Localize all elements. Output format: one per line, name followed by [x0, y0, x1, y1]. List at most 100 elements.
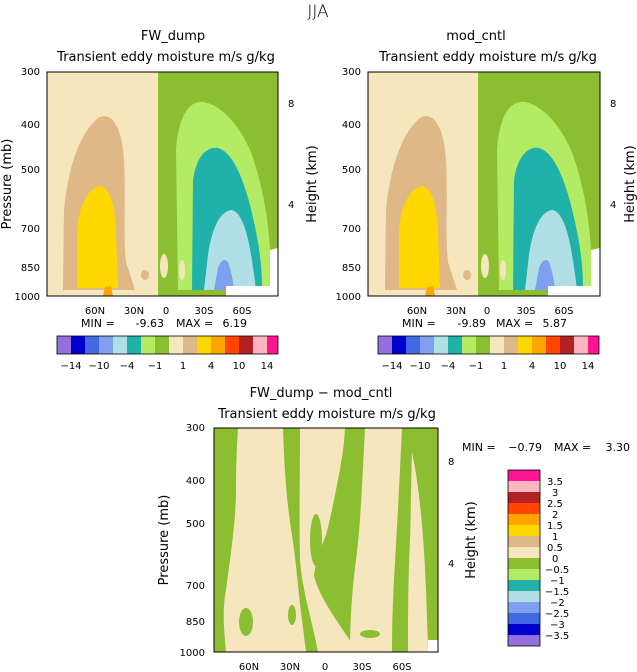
x-tick-label: 60S: [554, 306, 573, 317]
colorbar-label: −10: [88, 361, 109, 372]
region-neg-10: [204, 210, 256, 290]
x-tick-label: 60N: [85, 306, 105, 317]
colorbar-swatch: [239, 336, 253, 354]
x-tick-label: 60S: [232, 306, 251, 317]
x-tick-label: 30S: [194, 306, 213, 317]
y-tick-label: 850: [21, 263, 40, 274]
page-title: JJA: [307, 2, 329, 22]
panel-subtitle: Transient eddy moisture m/s g/kg: [56, 50, 275, 65]
colorbar-swatch: [508, 503, 540, 514]
y-axis-right-label: Height (km): [305, 145, 320, 222]
contour-field: [47, 72, 278, 296]
y-right-tick-label: 4: [448, 559, 454, 570]
y-tick-label: 700: [342, 224, 361, 235]
minmax-readout: MIN = -9.63 MAX = 6.19: [81, 317, 247, 330]
contour-field: [368, 72, 600, 296]
x-tick-label: 0: [484, 306, 490, 317]
colorbar-label: 10: [554, 361, 567, 372]
x-ticks: 60N 30N 0 30S 60S: [407, 306, 574, 317]
y-right-tick-label: 4: [610, 200, 616, 211]
contour-field: [214, 428, 438, 652]
x-tick-label: 30N: [446, 306, 466, 317]
colorbar-label: 1: [501, 361, 507, 372]
colorbar-swatch: [420, 336, 434, 354]
max-value: 6.19: [223, 317, 248, 330]
colorbar-label: −3: [550, 620, 565, 631]
colorbar-label: −14: [60, 361, 81, 372]
colorbar-label: 1: [180, 361, 186, 372]
colorbar-frame: [377, 335, 600, 355]
y-axis-right-label: Height (km): [464, 501, 479, 578]
colorbar-label: −14: [381, 361, 402, 372]
y-tick-label: 1000: [336, 292, 361, 303]
y-tick-label: 700: [21, 224, 40, 235]
colorbar-swatch: [99, 336, 113, 354]
colorbar-swatch: [532, 336, 546, 354]
colorbar-label: −4: [441, 361, 456, 372]
colorbar-swatch: [462, 336, 476, 354]
colorbar-label: 1.5: [547, 521, 563, 532]
missing-area: [428, 640, 438, 652]
colorbar-top-left: −14 −10 −4 −1 1 4 10 14: [56, 335, 279, 372]
colorbar-swatch: [434, 336, 448, 354]
colorbar-swatch: [508, 602, 540, 613]
missing-area: [270, 248, 278, 296]
colorbar-swatch: [211, 336, 225, 354]
plot-frame: [46, 71, 279, 297]
min-label: MIN =: [462, 441, 496, 454]
plot-frame: [213, 427, 439, 653]
colorbar-label: 0: [552, 554, 558, 565]
minmax-readout: MIN = -9.89 MAX = 5.87: [402, 317, 567, 330]
region-pos-10: [425, 286, 435, 296]
y-tick-label: 850: [342, 263, 361, 274]
colorbar-frame: [507, 469, 541, 647]
colorbar-swatch: [197, 336, 211, 354]
y-ticks-right: 8 4: [610, 99, 616, 211]
y-right-tick-label: 8: [610, 99, 616, 110]
region-pos-small: [141, 270, 149, 280]
region-pos-half: [350, 428, 402, 652]
colorbar-swatch: [57, 336, 71, 354]
colorbar-swatch: [508, 481, 540, 492]
colorbar-swatch: [392, 336, 406, 354]
colorbar-swatch: [267, 336, 278, 354]
y-tick-label: 400: [21, 120, 40, 131]
y-tick-label: 500: [342, 165, 361, 176]
max-label: MAX =: [496, 317, 533, 330]
y-tick-label: 500: [186, 519, 205, 530]
panel-title: mod_cntl: [446, 29, 505, 44]
colorbar-swatch: [508, 591, 540, 602]
colorbar-swatch: [508, 580, 540, 591]
missing-area: [226, 286, 278, 296]
region-pos-10: [103, 286, 113, 296]
region-neg-island: [239, 608, 253, 636]
y-tick-label: 1000: [15, 292, 40, 303]
y-ticks: 300 400 500 700 850 1000: [336, 67, 361, 303]
colorbar-label: 0.5: [547, 543, 563, 554]
y-ticks: 300 400 500 700 850 1000: [15, 67, 40, 303]
x-ticks: 60N 30N 0 30S 60S: [239, 662, 412, 672]
panel-subtitle: Transient eddy moisture m/s g/kg: [378, 50, 597, 65]
max-label: MAX =: [554, 441, 591, 454]
x-ticks: 60N 30N 0 30S 60S: [85, 306, 252, 317]
y-tick-label: 300: [186, 423, 205, 434]
x-tick-label: 60S: [392, 662, 411, 672]
y-ticks-right: 8 4: [288, 99, 294, 211]
colorbar-swatch: [225, 336, 239, 354]
min-value: -9.89: [458, 317, 486, 330]
colorbar-label: 14: [261, 361, 274, 372]
y-right-tick-label: 4: [288, 200, 294, 211]
region-neg-14: [214, 260, 234, 290]
y-axis-label: Pressure (mb): [157, 495, 172, 586]
region-neg-island: [310, 514, 322, 566]
region-neg-14: [535, 260, 555, 290]
y-tick-label: 700: [186, 581, 205, 592]
colorbar-frame: [56, 335, 279, 355]
panel-fw-dump: FW_dump Transient eddy moisture m/s g/kg…: [0, 29, 320, 330]
y-right-tick-label: 8: [448, 457, 454, 468]
max-label: MAX =: [176, 317, 213, 330]
colorbar-label: 4: [208, 361, 214, 372]
plot-frame: [367, 71, 601, 297]
region-pos-4: [77, 186, 118, 288]
